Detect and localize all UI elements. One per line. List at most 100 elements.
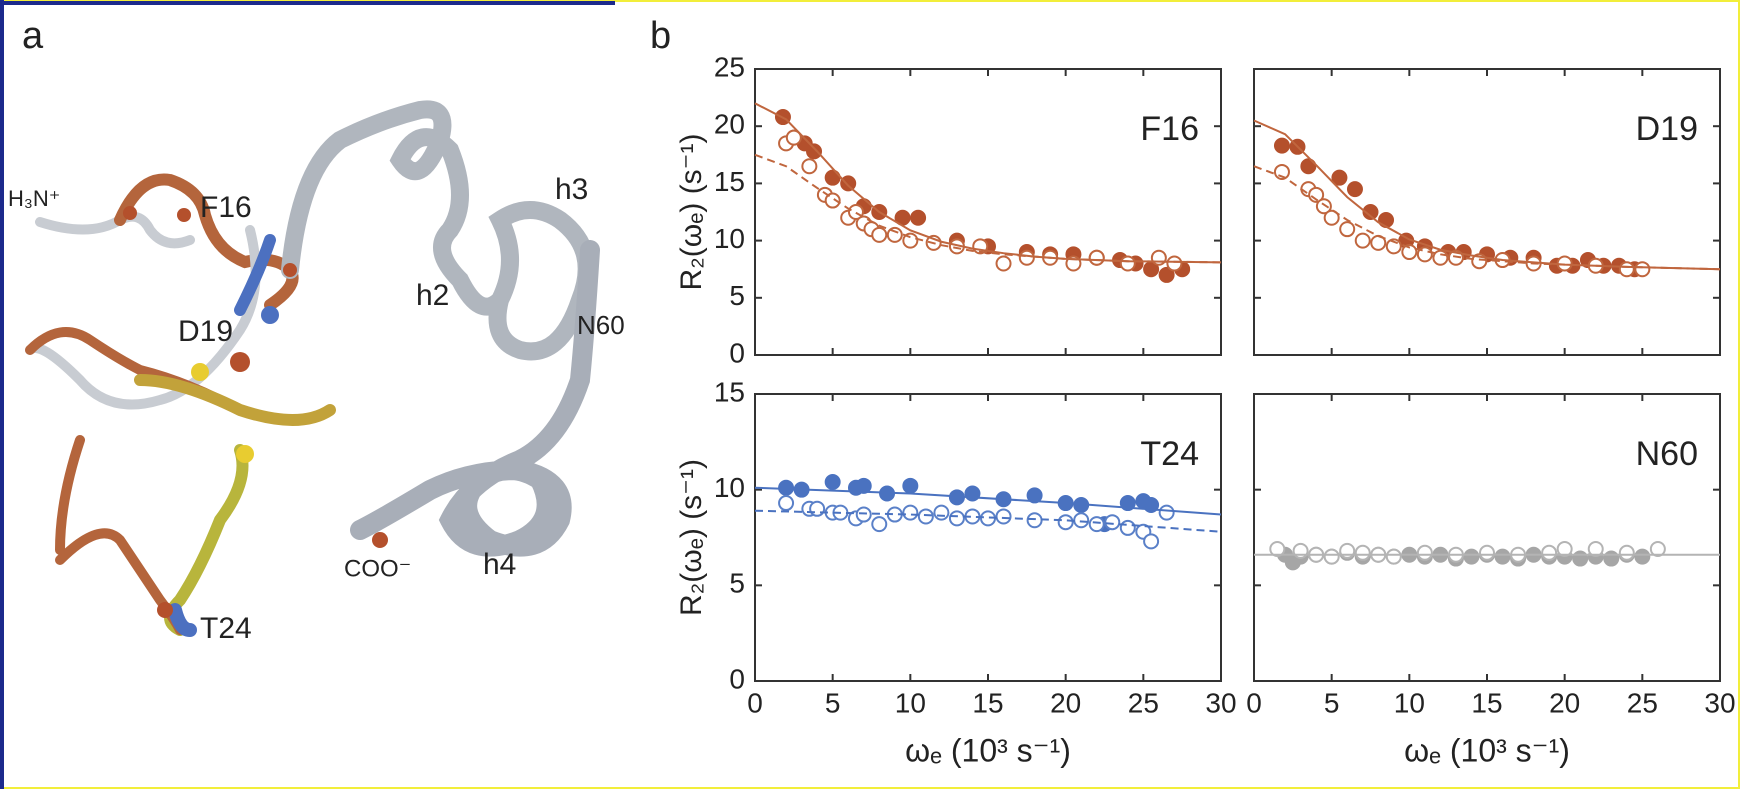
data-point	[933, 504, 950, 521]
data-point	[1603, 550, 1620, 567]
data-point	[1026, 512, 1043, 529]
x-axis-label: ωₑ (10³ s⁻¹)	[1404, 732, 1570, 768]
x-tick-label: 0	[1246, 687, 1262, 718]
data-point	[824, 192, 841, 209]
data-point	[871, 226, 888, 243]
data-point	[1119, 255, 1136, 272]
y-axis-label: R₂(ωₑ) (s⁻¹)	[675, 133, 708, 290]
data-point	[809, 500, 826, 517]
data-point	[1572, 550, 1589, 567]
panel-title: D19	[1636, 110, 1698, 148]
fit-line	[754, 153, 1222, 264]
data-point	[1269, 540, 1286, 557]
y-tick-label: 5	[729, 568, 745, 599]
data-point	[1158, 266, 1175, 283]
data-point	[886, 226, 903, 243]
y-axis-label: R₂(ωₑ) (s⁻¹)	[675, 459, 708, 616]
data-point	[1018, 249, 1035, 266]
y-tick-label: 0	[729, 337, 745, 368]
y-tick-label: 25	[714, 51, 745, 82]
data-point	[1073, 512, 1090, 529]
x-tick-label: 25	[1128, 687, 1159, 718]
data-point	[995, 508, 1012, 525]
data-point	[1339, 542, 1356, 559]
structure-label: h2	[416, 279, 449, 312]
data-point	[1166, 255, 1183, 272]
x-tick-label: 30	[1205, 687, 1236, 718]
panel-title: N60	[1636, 435, 1698, 473]
x-tick-label: 5	[825, 687, 841, 718]
data-point	[778, 495, 795, 512]
data-point	[824, 474, 841, 491]
data-point	[801, 158, 818, 175]
data-point	[1273, 137, 1290, 154]
fit-line	[754, 486, 1222, 516]
data-point	[855, 477, 872, 494]
panel-title: F16	[1140, 110, 1199, 148]
x-tick-label: 15	[972, 687, 1003, 718]
data-point	[1649, 540, 1666, 557]
structure-label: F16	[200, 191, 252, 224]
x-tick-label: 25	[1627, 687, 1658, 718]
charts: 0 5 10 15 20 25 F16 R₂(ωₑ) (s⁻¹) D19 0 5 10 15 20 25 30…	[675, 51, 1736, 768]
data-point	[1308, 186, 1325, 203]
x-tick-label: 20	[1050, 687, 1081, 718]
data-point	[948, 510, 965, 527]
data-point	[1104, 514, 1121, 531]
data-point	[1463, 548, 1480, 565]
structure-label: COO⁻	[344, 555, 411, 582]
data-point	[1300, 158, 1317, 175]
data-point	[1346, 181, 1363, 198]
data-point	[1618, 544, 1635, 561]
y-tick-label: 15	[714, 166, 745, 197]
data-point	[1416, 544, 1433, 561]
data-point	[1315, 198, 1332, 215]
data-point	[1323, 548, 1340, 565]
data-point	[1119, 519, 1136, 536]
data-point	[1143, 533, 1160, 550]
data-point	[806, 143, 823, 160]
x-axis-label: ωₑ (10³ s⁻¹)	[905, 732, 1071, 768]
x-tick-label: 10	[1394, 687, 1425, 718]
data-point	[1479, 544, 1495, 561]
data-point	[871, 516, 888, 533]
y-tick-label: 5	[729, 280, 745, 311]
data-point	[1088, 516, 1105, 533]
y-tick-label: 20	[714, 109, 745, 140]
ribbon-structure	[25, 100, 600, 637]
data-point	[1339, 221, 1356, 238]
structure-label: H₃N⁺	[8, 186, 60, 211]
y-tick-label: 10	[714, 472, 745, 503]
y-tick-label: 0	[729, 663, 745, 694]
data-point	[917, 508, 934, 525]
data-point	[1026, 487, 1043, 504]
data-point	[1494, 548, 1511, 565]
structure-label: D19	[178, 315, 233, 348]
fit-line	[1253, 165, 1721, 271]
data-point	[1618, 261, 1635, 278]
data-point	[840, 175, 857, 192]
data-point	[1362, 204, 1379, 220]
structure-label: h4	[483, 548, 516, 581]
structure-label: h3	[555, 173, 588, 206]
data-point	[902, 477, 919, 494]
x-tick-label: 15	[1471, 687, 1502, 718]
data-point	[1401, 244, 1418, 261]
data-point	[1634, 548, 1651, 565]
data-point	[855, 506, 872, 523]
data-point	[1331, 169, 1348, 186]
data-point	[1323, 209, 1340, 226]
panel-label: b	[650, 15, 671, 57]
data-point	[1057, 514, 1074, 531]
y-tick-label: 15	[714, 376, 745, 407]
data-point	[1541, 544, 1558, 561]
data-point	[1292, 542, 1309, 559]
y-tick-label: 10	[714, 223, 745, 254]
x-tick-label: 20	[1549, 687, 1580, 718]
data-point	[1354, 232, 1371, 249]
data-point	[1354, 544, 1371, 561]
data-point	[1088, 249, 1105, 266]
data-point	[1634, 261, 1651, 278]
data-point	[1587, 540, 1604, 557]
